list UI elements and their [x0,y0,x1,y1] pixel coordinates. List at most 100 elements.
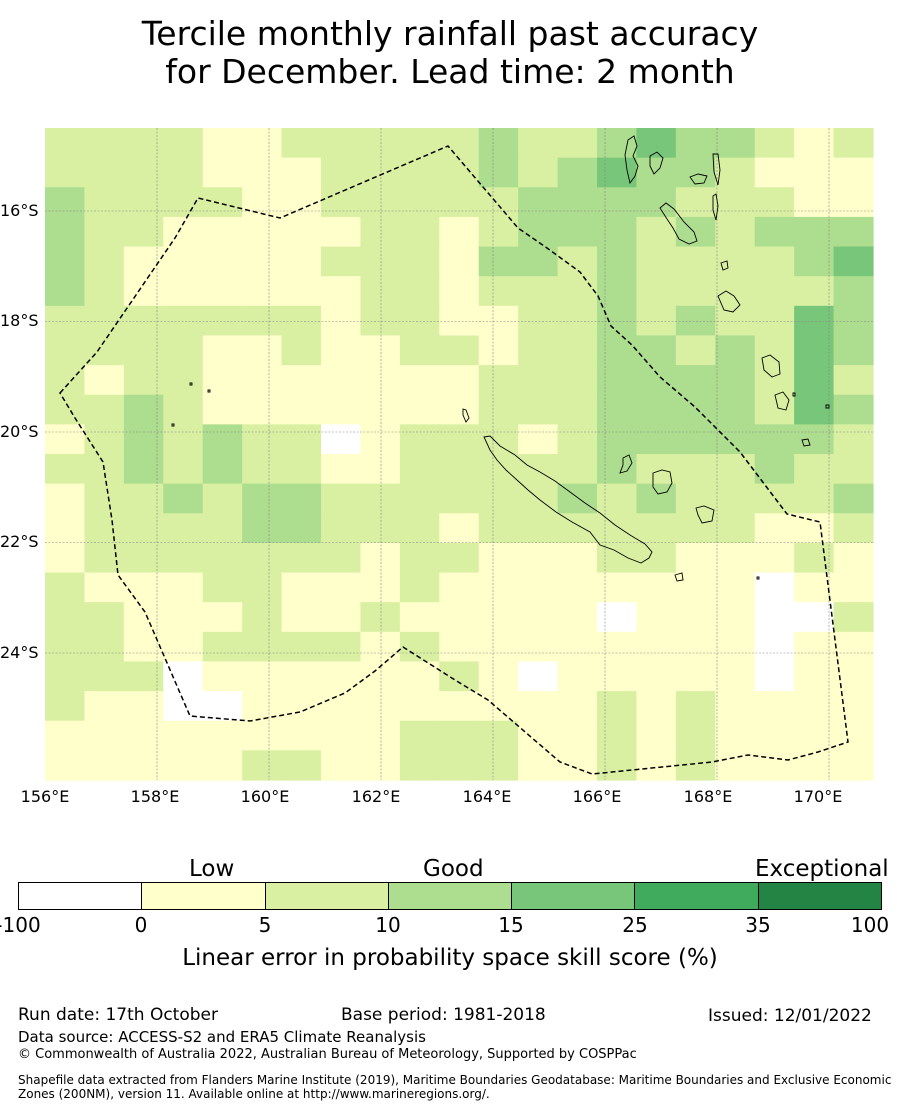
skill-cell [202,483,243,514]
skill-cell [163,661,204,692]
skill-cell [557,750,598,781]
skill-cell [439,661,480,692]
skill-cell [163,394,204,425]
skill-cell [439,276,480,307]
skill-cell [163,276,204,307]
skill-cell [399,483,440,514]
pentecost-island [712,193,719,221]
skill-cell [597,276,638,307]
skill-cell [242,750,283,781]
skill-cell [321,216,362,248]
skill-cell [399,335,440,366]
skill-cell [518,157,559,188]
skill-cell [478,661,519,692]
skill-cell [123,602,164,633]
skill-cell [715,276,756,307]
skill-cell [675,720,716,751]
skill-cell [518,424,559,455]
skill-cell [360,276,401,307]
skill-cell [597,572,638,603]
skill-cell [794,483,835,514]
skill-cell [636,691,677,722]
skill-cell [321,661,362,692]
colorbar-segment-4 [512,883,636,909]
skill-cell [636,365,677,396]
coastlines [171,135,830,582]
skill-cell [163,454,204,485]
x-tick-162: 162°E [351,787,401,806]
skill-cell [45,394,86,425]
skill-cell [202,246,243,277]
skill-cell [321,246,362,277]
skill-cell [242,216,283,248]
skill-cell [478,483,519,514]
skill-cell [202,691,243,722]
skill-cell [360,750,401,781]
skill-cell [794,216,835,248]
skill-cell [675,305,716,337]
skill-cell [794,720,835,751]
skill-cell [478,187,519,218]
skill-cell [242,542,283,574]
shapefile-credit: Shapefile data extracted from Flanders M… [18,1073,892,1101]
skill-cell [45,365,86,396]
skill-cell [439,424,480,455]
skill-cell [242,128,283,159]
skill-cell [518,602,559,633]
skill-cell [518,720,559,751]
skill-cell [715,335,756,366]
skill-cell [794,157,835,188]
skill-cell [833,483,874,514]
skill-cell [242,572,283,603]
skill-cell [478,631,519,663]
skill-cell [45,128,86,159]
skill-cell [597,691,638,722]
skill-cell [439,602,480,633]
colorbar-segment-6 [758,883,881,909]
skill-cell [399,424,440,455]
skill-cell [321,513,362,544]
skill-grid [45,128,874,781]
skill-cell [675,631,716,663]
skill-cell [242,365,283,396]
skill-cell [242,305,283,337]
skill-cell [281,720,322,751]
skill-cell [84,631,125,663]
skill-cell [439,483,480,514]
skill-cell [675,513,716,544]
tanna-island [774,391,790,411]
skill-cell [597,720,638,751]
skill-cell [478,513,519,544]
skill-cell [281,424,322,455]
skill-cell [597,187,638,218]
skill-cell [675,424,716,455]
skill-cell [84,246,125,277]
skill-cell [242,394,283,425]
skill-cell [754,691,795,722]
skill-cell [242,602,283,633]
skill-cell [163,513,204,544]
skill-cell [833,513,874,544]
skill-cell [123,276,164,307]
colorbar [18,882,882,910]
skill-cell [281,454,322,485]
skill-cell [360,305,401,337]
skill-cell [84,276,125,307]
title-line-2: for December. Lead time: 2 month [165,52,735,91]
skill-cell [242,276,283,307]
colorbar-label: Linear error in probability space skill … [182,945,718,971]
skill-cell [715,720,756,751]
skill-cell [715,157,756,188]
skill-cell [557,157,598,188]
skill-cell [557,454,598,485]
skill-cell [84,335,125,366]
skill-cell [399,187,440,218]
skill-cell [478,246,519,277]
skill-cell [675,542,716,574]
skill-cell [794,631,835,663]
skill-cell [715,128,756,159]
skill-cell [45,691,86,722]
skill-cell [478,572,519,603]
skill-cell [242,661,283,692]
skill-cell [675,365,716,396]
